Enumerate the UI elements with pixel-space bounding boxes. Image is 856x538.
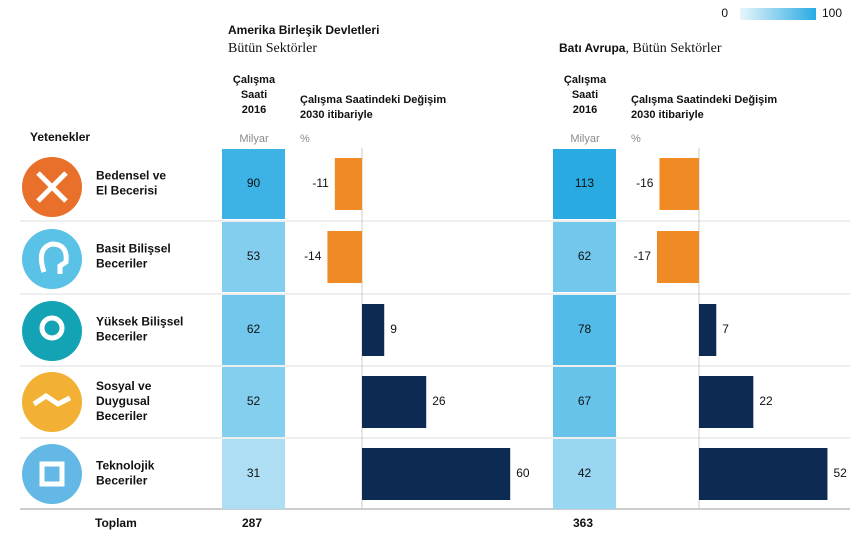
cell-label: 53 bbox=[247, 249, 261, 263]
heat-cell bbox=[222, 222, 285, 292]
heat-cell bbox=[222, 149, 285, 219]
cell-label: 42 bbox=[578, 466, 592, 480]
category-label: Basit Bilişsel Beceriler bbox=[96, 242, 171, 271]
category-label: Teknolojik Beceriler bbox=[96, 459, 155, 488]
change-bar bbox=[699, 448, 828, 500]
change-bar bbox=[699, 376, 754, 428]
region-title: Batı Avrupa bbox=[559, 41, 626, 55]
change-bar bbox=[362, 376, 427, 428]
category-label: Bedensel ve El Becerisi bbox=[96, 169, 166, 198]
heat-cell bbox=[553, 439, 616, 509]
change-bar bbox=[362, 304, 385, 356]
unit-label: Milyar bbox=[570, 133, 600, 145]
unit-label: Milyar bbox=[239, 133, 269, 145]
bar-label: 22 bbox=[759, 394, 773, 408]
unit-label: % bbox=[631, 133, 641, 145]
cell-label: 52 bbox=[247, 394, 261, 408]
legend-gradient bbox=[740, 8, 816, 20]
icon bbox=[22, 301, 82, 361]
change-bar bbox=[334, 158, 362, 210]
change-bar bbox=[699, 304, 717, 356]
cell-label: 31 bbox=[247, 466, 261, 480]
column-header: Çalışma Saati 2016 bbox=[233, 74, 276, 116]
category-label: Yüksek Bilişsel Beceriler bbox=[96, 315, 183, 344]
unit-label: % bbox=[300, 133, 310, 145]
icon bbox=[22, 444, 82, 504]
change-bar bbox=[659, 158, 699, 210]
change-bar bbox=[657, 231, 699, 283]
cell-label: 67 bbox=[578, 394, 592, 408]
heat-cell bbox=[553, 367, 616, 437]
icon-glyph bbox=[32, 171, 72, 487]
sector-label: Bütün Sektörler bbox=[228, 41, 317, 56]
bar-label: 52 bbox=[833, 466, 847, 480]
heat-cell bbox=[553, 295, 616, 365]
heat-cell bbox=[222, 295, 285, 365]
total-value: 363 bbox=[573, 516, 593, 530]
sector-label: , Bütün Sektörler bbox=[625, 41, 721, 56]
column-header: Çalışma Saatindeki Değişim 2030 itibariyl… bbox=[631, 94, 777, 121]
cell-label: 78 bbox=[578, 322, 592, 336]
region-title: Amerika Birleşik Devletleri bbox=[228, 23, 379, 37]
cell-label: 62 bbox=[578, 249, 592, 263]
column-header: Çalışma Saatindeki Değişim 2030 itibariyl… bbox=[300, 94, 446, 121]
legend-max: 100 bbox=[822, 6, 842, 20]
category-label: Sosyal ve Duygusal Beceriler bbox=[96, 379, 152, 423]
bar-label: 60 bbox=[516, 466, 530, 480]
heat-cell bbox=[553, 222, 616, 292]
cell-label: 113 bbox=[575, 176, 594, 190]
bar-label: 9 bbox=[390, 322, 397, 336]
row-header: Yetenekler bbox=[30, 130, 90, 144]
total-value: 287 bbox=[242, 516, 262, 530]
legend-min: 0 bbox=[721, 6, 728, 20]
bar-label: -14 bbox=[304, 249, 322, 263]
change-bar bbox=[327, 231, 362, 283]
total-label: Toplam bbox=[95, 516, 137, 530]
bar-label: 26 bbox=[432, 394, 446, 408]
cell-label: 62 bbox=[247, 322, 261, 336]
heat-cell bbox=[222, 367, 285, 437]
heat-cell bbox=[222, 439, 285, 509]
heat-cell bbox=[553, 149, 616, 219]
bar-label: -17 bbox=[634, 249, 652, 263]
bar-label: 7 bbox=[722, 322, 729, 336]
bar-label: -16 bbox=[636, 176, 654, 190]
change-bar bbox=[362, 448, 511, 500]
bar-label: -11 bbox=[312, 176, 329, 190]
icon bbox=[22, 229, 82, 289]
column-header: Çalışma Saati 2016 bbox=[564, 74, 607, 116]
cell-label: 90 bbox=[247, 176, 261, 190]
